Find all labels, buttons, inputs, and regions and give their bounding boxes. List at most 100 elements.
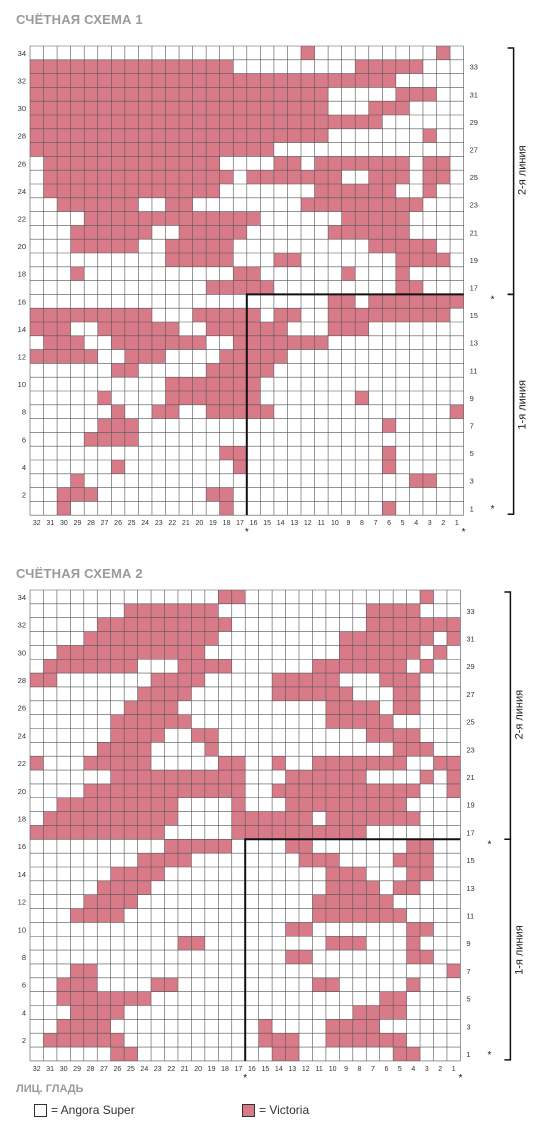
cell-filled: [325, 825, 340, 840]
cell-filled: [368, 170, 383, 184]
cell-filled: [57, 335, 71, 350]
cell-filled: [393, 659, 407, 674]
cell-filled: [339, 700, 353, 715]
cell-empty: [258, 950, 273, 964]
cell-filled: [165, 170, 180, 184]
row-label-right: 33: [470, 63, 478, 72]
cell-filled: [165, 211, 180, 226]
cell-filled: [325, 936, 340, 951]
cell-filled: [204, 728, 219, 743]
cell-empty: [192, 446, 207, 460]
cell-filled: [191, 659, 205, 674]
cell-empty: [409, 184, 423, 198]
cell-empty: [258, 728, 273, 743]
cell-filled: [43, 156, 58, 171]
cell-empty: [341, 280, 356, 295]
cell-empty: [433, 825, 447, 840]
cell-empty: [231, 880, 246, 895]
cell-filled: [191, 631, 205, 646]
cell-filled: [273, 308, 288, 322]
star-mark: *: [462, 527, 466, 538]
cell-empty: [191, 908, 205, 923]
cell-filled: [110, 645, 125, 660]
cell-filled: [177, 853, 192, 867]
cell-empty: [43, 797, 57, 812]
cell-empty: [56, 742, 71, 757]
cell-filled: [164, 797, 178, 812]
cell-empty: [70, 418, 85, 433]
cell-empty: [301, 253, 315, 267]
cell-empty: [433, 603, 447, 618]
cell-empty: [177, 991, 192, 1006]
cell-empty: [436, 184, 451, 198]
cell-empty: [379, 742, 394, 757]
cell-empty: [325, 922, 340, 937]
cell-empty: [339, 673, 353, 687]
cell-empty: [422, 211, 437, 226]
cell-filled: [97, 322, 112, 336]
star-mark: *: [245, 527, 249, 538]
cell-empty: [272, 977, 286, 992]
cell-empty: [341, 487, 356, 502]
cell-empty: [325, 991, 340, 1006]
cell-empty: [395, 322, 410, 336]
cell-empty: [301, 211, 315, 226]
cell-empty: [406, 908, 421, 923]
cell-filled: [110, 1047, 125, 1061]
cell-empty: [382, 322, 396, 336]
cell-empty: [245, 714, 259, 729]
cell-empty: [43, 963, 57, 978]
cell-empty: [366, 742, 380, 757]
cell-empty: [258, 853, 273, 867]
cell-empty: [30, 377, 44, 391]
cell-empty: [204, 714, 219, 729]
cell-filled: [206, 377, 220, 391]
cell-empty: [314, 294, 329, 309]
cell-empty: [245, 1047, 259, 1061]
cell-filled: [191, 936, 205, 951]
cell-filled: [355, 308, 369, 322]
cell-empty: [124, 377, 139, 391]
cell-filled: [231, 783, 246, 798]
cell-empty: [97, 501, 112, 516]
cell-empty: [260, 211, 274, 226]
cell-filled: [301, 335, 315, 350]
cell-empty: [285, 867, 299, 881]
cell-empty: [436, 128, 451, 143]
cell-empty: [272, 880, 286, 895]
cell-filled: [43, 335, 58, 350]
col-label: 19: [209, 520, 217, 527]
cell-empty: [218, 1033, 232, 1048]
cell-empty: [204, 1005, 219, 1020]
cell-filled: [83, 631, 98, 646]
cell-empty: [379, 770, 394, 784]
cell-filled: [355, 184, 369, 198]
cell-empty: [151, 742, 165, 757]
cell-filled: [352, 700, 367, 715]
cell-filled: [328, 156, 342, 171]
row-label-right: 23: [466, 745, 474, 754]
cell-empty: [218, 825, 232, 840]
cell-empty: [301, 294, 315, 309]
cell-filled: [124, 991, 138, 1006]
cell-filled: [30, 308, 44, 322]
cell-empty: [409, 418, 423, 433]
cell-empty: [70, 617, 84, 632]
col-label: 23: [154, 1066, 162, 1073]
cell-filled: [179, 87, 193, 102]
cell-filled: [409, 473, 423, 488]
cell-empty: [218, 728, 232, 743]
cell-empty: [272, 1019, 286, 1034]
cell-empty: [446, 839, 461, 854]
cell-empty: [355, 460, 369, 474]
cell-empty: [285, 894, 299, 909]
cell-empty: [179, 418, 193, 433]
cell-filled: [138, 128, 152, 143]
cell-empty: [137, 908, 152, 923]
cell-filled: [393, 811, 407, 826]
cell-empty: [287, 46, 301, 60]
cell-empty: [219, 473, 234, 488]
cell-empty: [341, 170, 356, 184]
cell-empty: [43, 391, 58, 405]
cell-empty: [70, 603, 84, 618]
